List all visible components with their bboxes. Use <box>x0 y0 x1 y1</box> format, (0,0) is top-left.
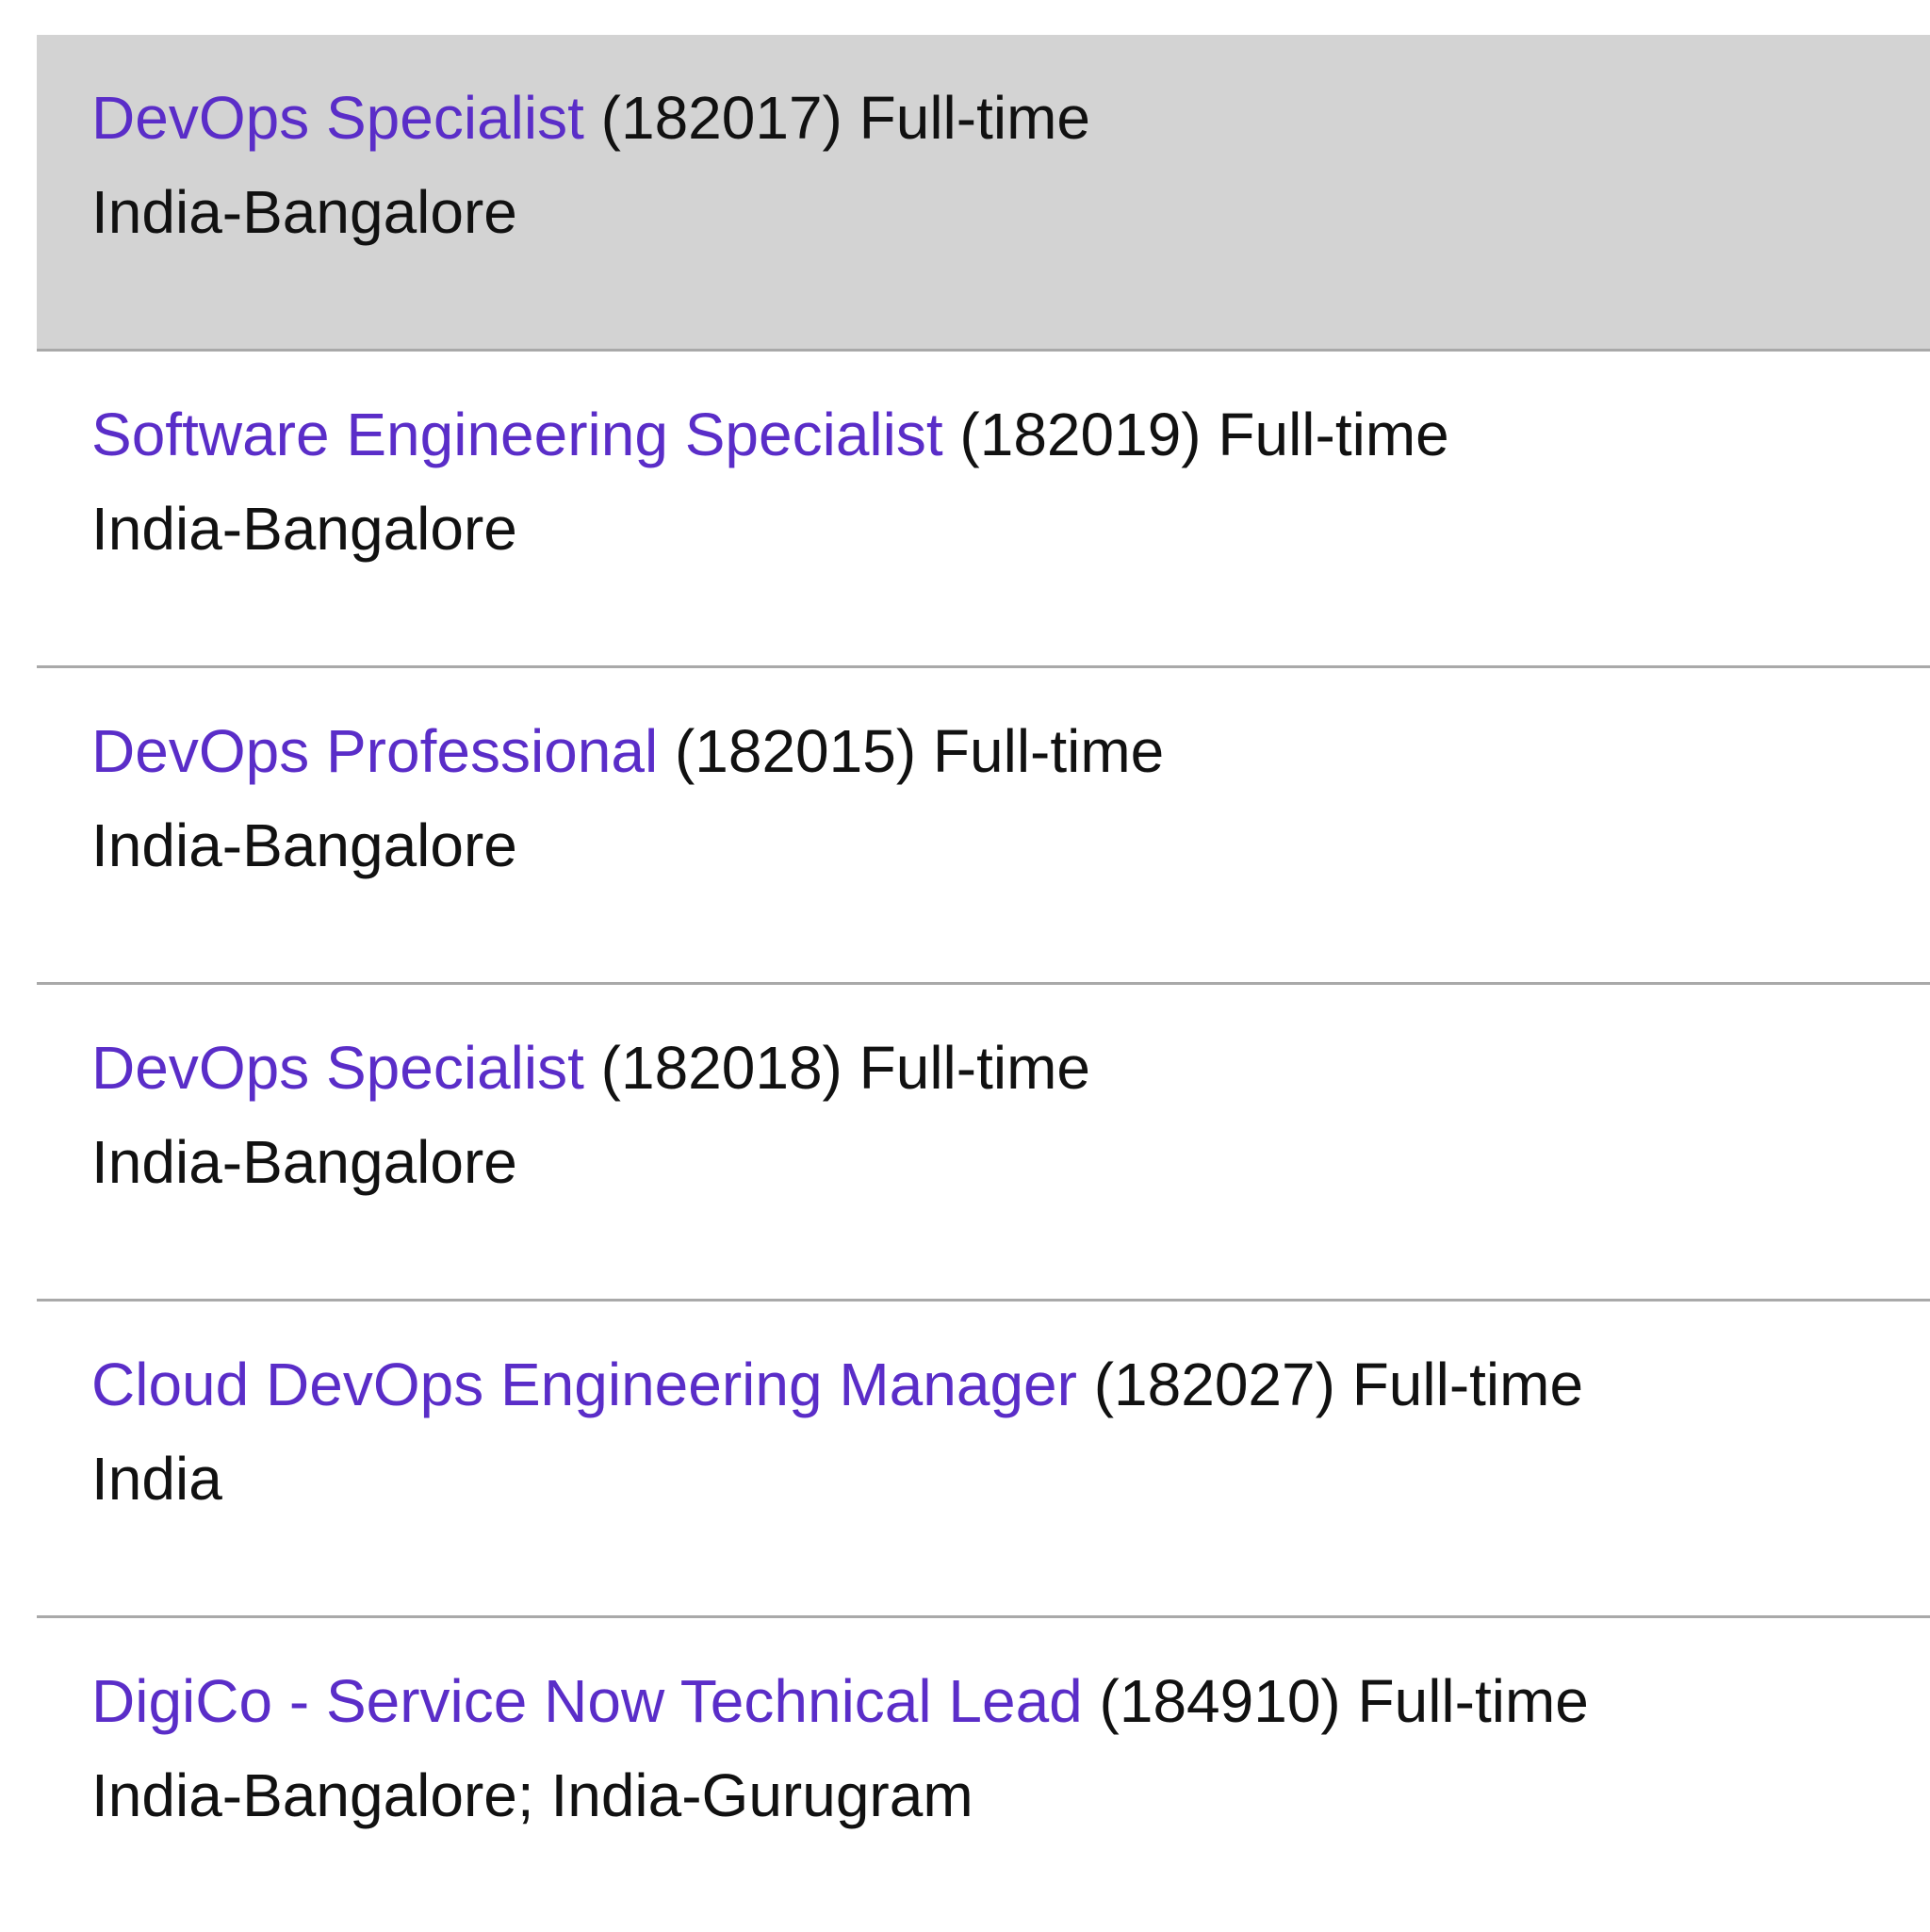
job-id: (182018) <box>600 1034 842 1102</box>
job-location: India-Bangalore <box>91 811 517 879</box>
job-id: (182019) <box>959 401 1202 468</box>
job-location: India-Bangalore <box>91 178 517 246</box>
job-type: Full-time <box>859 1034 1090 1102</box>
job-id: (182017) <box>600 84 842 152</box>
job-row[interactable]: DevOps Specialist (182018) Full-time Ind… <box>37 985 1930 1302</box>
job-title-link[interactable]: DevOps Professional <box>91 717 659 785</box>
job-row[interactable]: DevOps Specialist (182017) Full-time Ind… <box>37 35 1930 352</box>
job-type: Full-time <box>1351 1351 1584 1418</box>
job-type: Full-time <box>859 84 1090 152</box>
job-title-link[interactable]: DevOps Specialist <box>91 1034 584 1102</box>
job-location: India <box>91 1445 222 1513</box>
job-type: Full-time <box>932 717 1165 785</box>
job-title-link[interactable]: Software Engineering Specialist <box>91 401 943 468</box>
job-row[interactable]: Software Engineering Specialist (182019)… <box>37 352 1930 668</box>
job-title-link[interactable]: DevOps Specialist <box>91 84 584 152</box>
job-list: DevOps Specialist (182017) Full-time Ind… <box>37 35 1930 1932</box>
job-type: Full-time <box>1357 1667 1589 1735</box>
job-row[interactable]: DevOps Professional (182015) Full-time I… <box>37 668 1930 985</box>
job-type: Full-time <box>1218 401 1449 468</box>
job-id: (182027) <box>1093 1351 1335 1418</box>
job-location: India-Bangalore <box>91 1128 517 1196</box>
job-title-link[interactable]: Cloud DevOps Engineering Manager <box>91 1351 1077 1418</box>
job-location: India-Bangalore <box>91 495 517 563</box>
job-row[interactable]: Cloud DevOps Engineering Manager (182027… <box>37 1302 1930 1618</box>
job-title-link[interactable]: DigiCo - Service Now Technical Lead <box>91 1667 1083 1735</box>
job-location: India-Bangalore; India-Gurugram <box>91 1761 973 1829</box>
job-id: (184910) <box>1099 1667 1341 1735</box>
job-row[interactable]: DigiCo - Service Now Technical Lead (184… <box>37 1618 1930 1932</box>
job-id: (182015) <box>674 717 917 785</box>
